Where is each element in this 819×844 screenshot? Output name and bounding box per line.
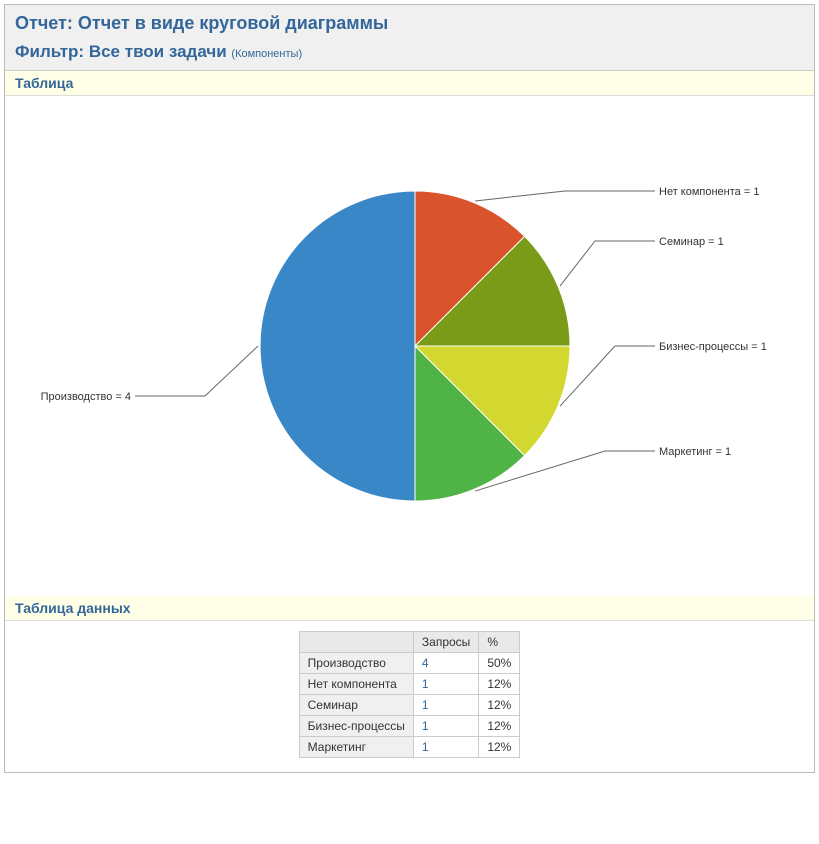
requests-link[interactable]: 1 xyxy=(422,698,429,712)
table-row: Бизнес-процессы 1 12% xyxy=(299,716,520,737)
table-row: Нет компонента 1 12% xyxy=(299,674,520,695)
cell-name: Производство xyxy=(299,653,413,674)
table-row: Семинар 1 12% xyxy=(299,695,520,716)
table-header-row: Запросы % xyxy=(299,632,520,653)
report-header: Отчет: Отчет в виде круговой диаграммы Ф… xyxy=(5,5,814,71)
col-blank xyxy=(299,632,413,653)
cell-requests: 1 xyxy=(413,674,478,695)
cell-percent: 12% xyxy=(479,716,520,737)
callout-line xyxy=(475,191,655,201)
filter-label: Фильтр: xyxy=(15,42,84,61)
report-title: Отчет: Отчет в виде круговой диаграммы xyxy=(15,13,804,34)
cell-name: Семинар xyxy=(299,695,413,716)
report-panel: Отчет: Отчет в виде круговой диаграммы Ф… xyxy=(4,4,815,773)
callout-label: Маркетинг = 1 xyxy=(659,446,731,458)
section-chart-title: Таблица xyxy=(5,71,814,96)
requests-link[interactable]: 1 xyxy=(422,677,429,691)
callout-label: Нет компонента = 1 xyxy=(659,186,759,198)
data-table: Запросы % Производство450%Нет компонента… xyxy=(299,631,521,758)
callout-label: Производство = 4 xyxy=(41,391,131,403)
callout-label: Семинар = 1 xyxy=(659,236,724,248)
cell-name: Бизнес-процессы xyxy=(299,716,413,737)
callout-label: Бизнес-процессы = 1 xyxy=(659,341,767,353)
table-row: Производство 4 50% xyxy=(299,653,520,674)
col-percent: % xyxy=(479,632,520,653)
cell-requests: 1 xyxy=(413,695,478,716)
requests-link[interactable]: 1 xyxy=(422,719,429,733)
cell-requests: 4 xyxy=(413,653,478,674)
data-table-wrap: Запросы % Производство450%Нет компонента… xyxy=(5,621,814,772)
cell-percent: 12% xyxy=(479,695,520,716)
section-data-title: Таблица данных xyxy=(5,596,814,621)
cell-name: Маркетинг xyxy=(299,737,413,758)
callout-line xyxy=(560,241,655,286)
requests-link[interactable]: 4 xyxy=(422,656,429,670)
cell-requests: 1 xyxy=(413,737,478,758)
callout-line xyxy=(560,346,655,406)
pie-slice[interactable] xyxy=(260,191,415,501)
cell-percent: 50% xyxy=(479,653,520,674)
filter-note: (Компоненты) xyxy=(231,48,302,60)
report-label: Отчет: xyxy=(15,13,73,33)
pie-chart: Нет компонента = 1 Семинар = 1 Бизнес-проц… xyxy=(5,96,814,596)
table-row: Маркетинг 1 12% xyxy=(299,737,520,758)
filter-value: Все твои задачи xyxy=(89,42,227,61)
cell-name: Нет компонента xyxy=(299,674,413,695)
filter-title: Фильтр: Все твои задачи (Компоненты) xyxy=(15,42,804,62)
col-requests: Запросы xyxy=(413,632,478,653)
cell-requests: 1 xyxy=(413,716,478,737)
report-title-text: Отчет в виде круговой диаграммы xyxy=(78,13,388,33)
requests-link[interactable]: 1 xyxy=(422,740,429,754)
cell-percent: 12% xyxy=(479,674,520,695)
cell-percent: 12% xyxy=(479,737,520,758)
callout-line xyxy=(135,346,258,396)
